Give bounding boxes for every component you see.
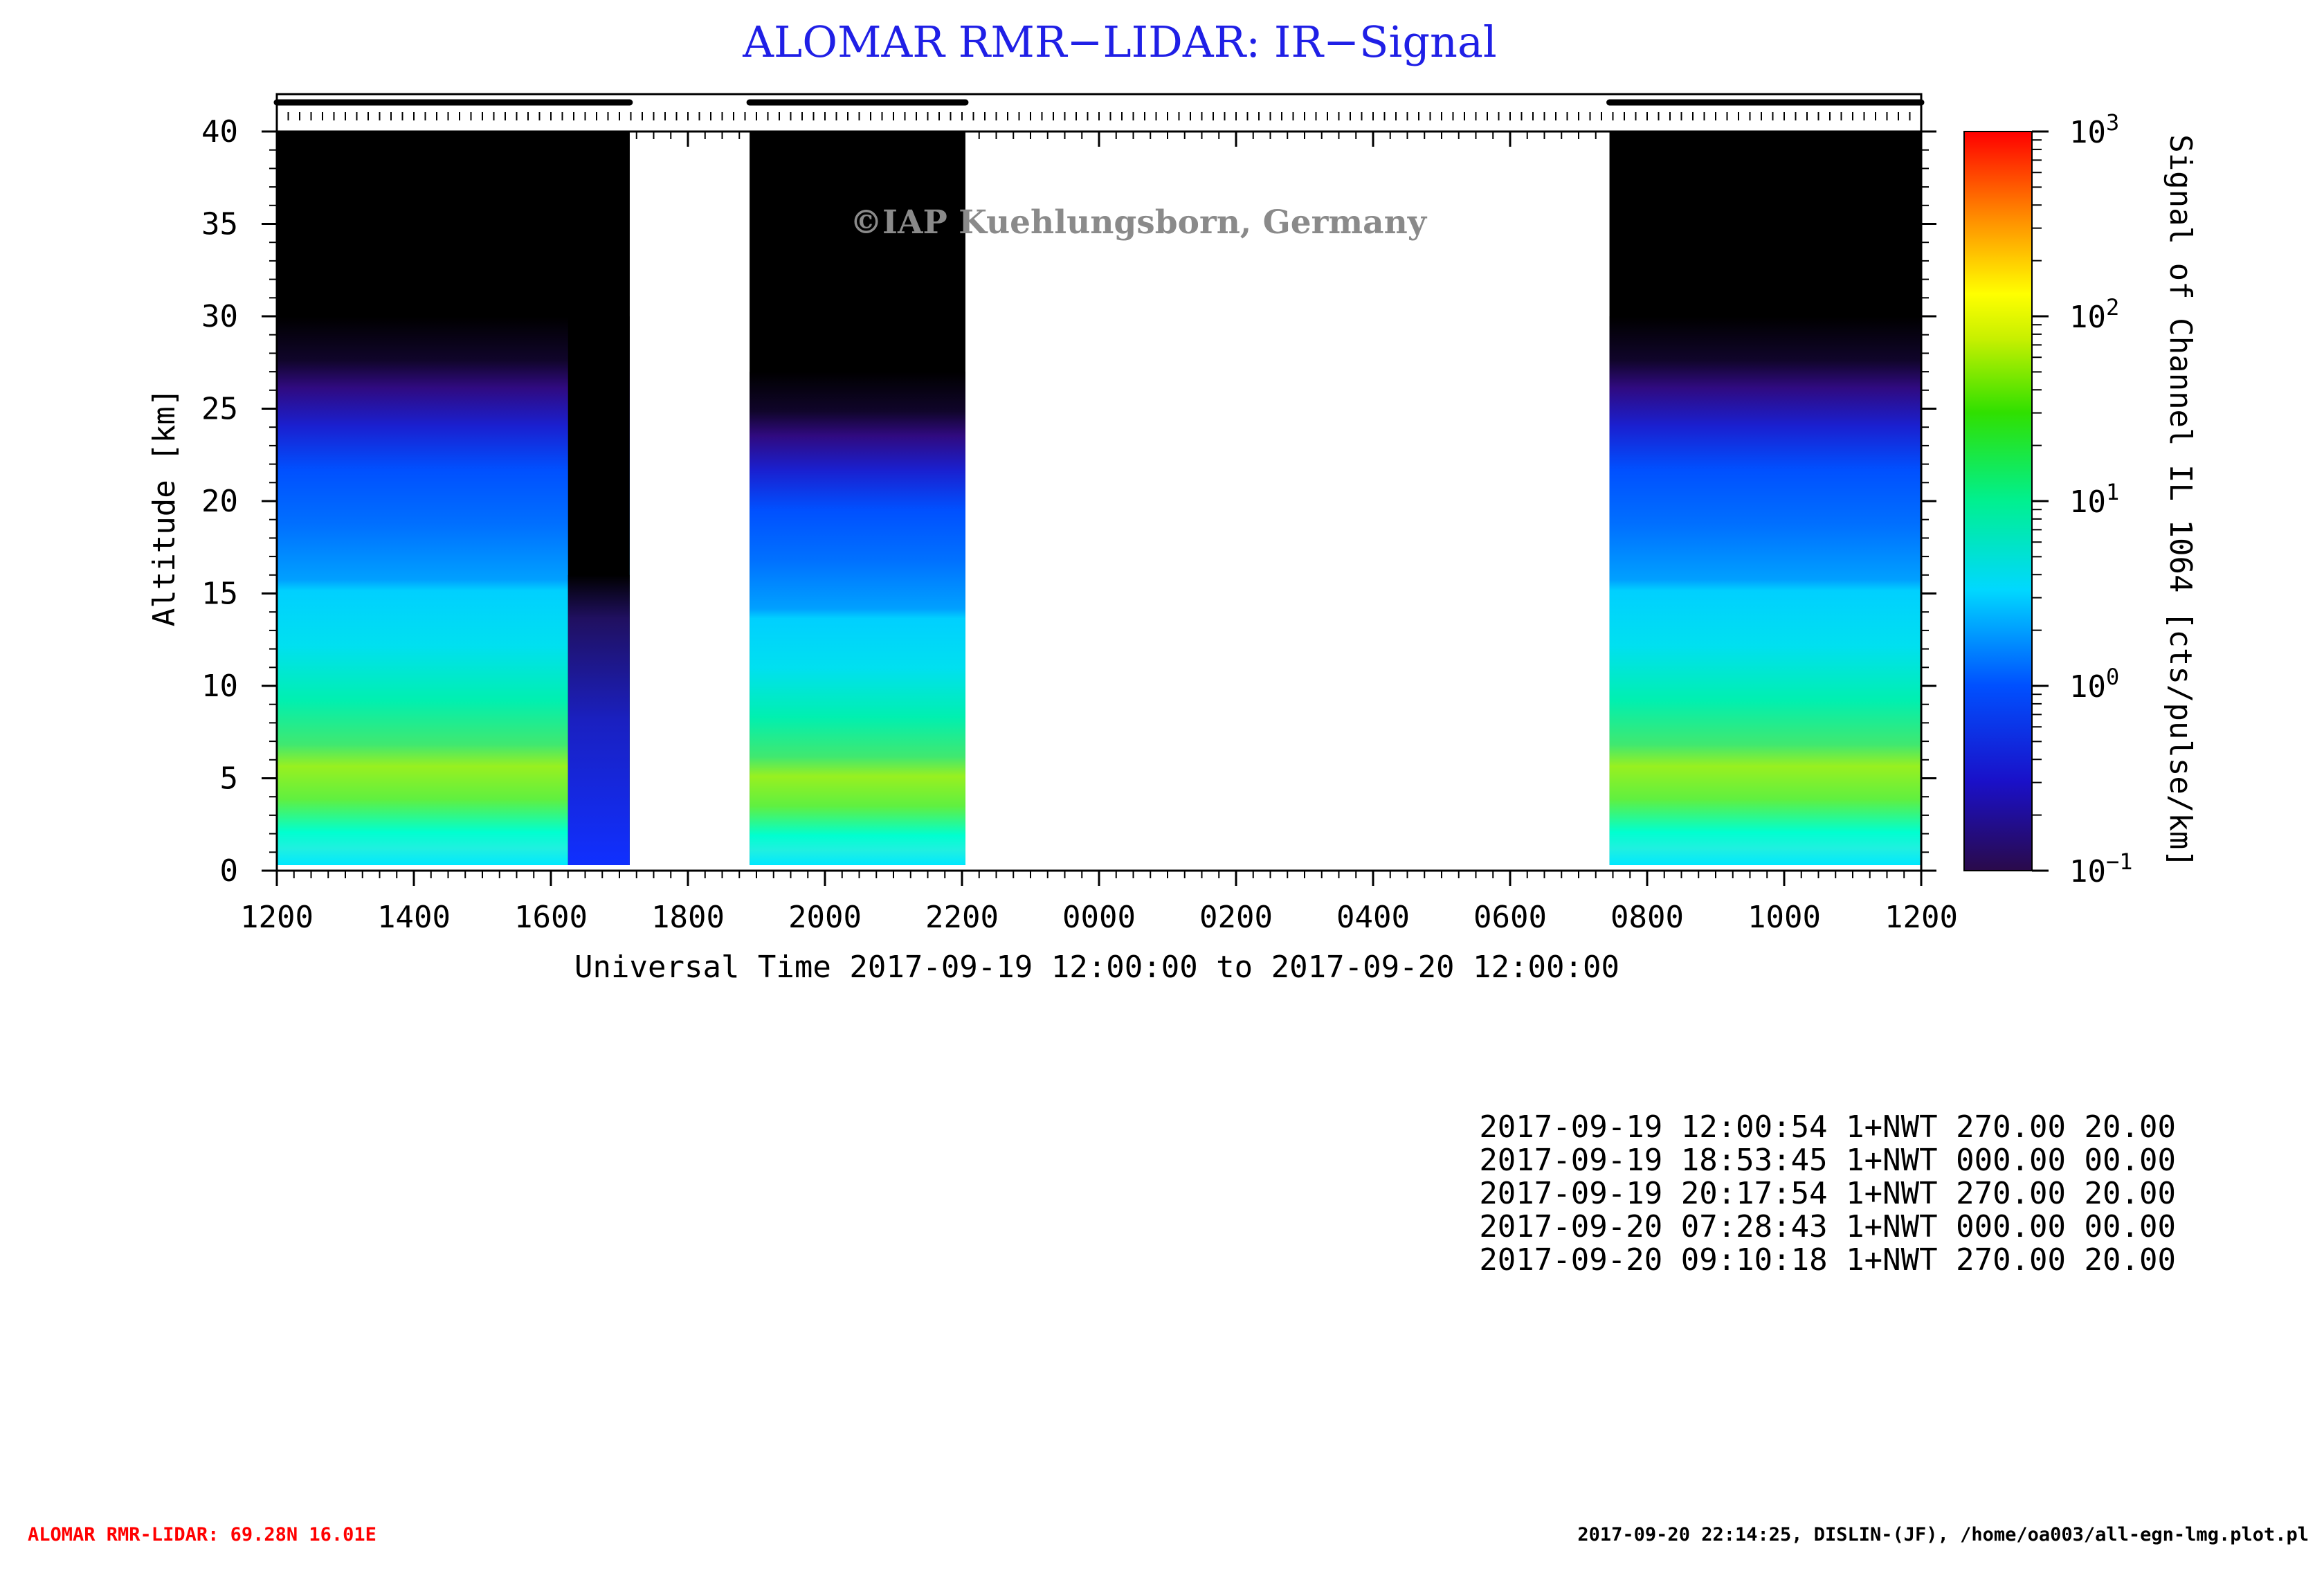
colorbar-label: Signal of Channel IL 1064 [cts/pulse/km]	[2163, 134, 2198, 868]
plot-area: 1200 1400 1600 1800 2000 2200 0000 0200 0400 0600…	[201, 93, 1958, 935]
run-log-row: 2017-09-20 07:28:43 1+NWT 000.00 00.00	[1479, 1209, 2176, 1244]
x-tick-label: 2200	[925, 900, 999, 935]
colorbar-tick-label: 101	[2069, 479, 2119, 520]
x-tick-label: 1800	[651, 900, 725, 935]
run-log-row: 2017-09-20 09:10:18 1+NWT 270.00 20.00	[1479, 1242, 2176, 1278]
y-tick-label: 25	[201, 392, 238, 427]
x-tick-label: 0400	[1336, 900, 1410, 935]
y-axis-label: Altitude [km]	[147, 388, 182, 626]
x-tick-label: 1400	[377, 900, 451, 935]
y-tick-label: 5	[220, 761, 239, 797]
footer-metadata: 2017-09-20 22:14:25, DISLIN-(JF), /home/…	[1577, 1524, 2309, 1545]
y-tick-label: 40	[201, 114, 238, 149]
run-az: 270.00	[1956, 1242, 2066, 1278]
run-zen: 00.00	[2085, 1209, 2176, 1244]
x-tick-label: 1600	[514, 900, 588, 935]
run-timestamp: 2017-09-20 07:28:43	[1479, 1209, 1827, 1244]
colorbar-tick-label: 103	[2069, 109, 2119, 150]
run-zen: 00.00	[2085, 1143, 2176, 1178]
colorbar-tick-exp: −1	[2106, 849, 2133, 875]
colorbar-tick-exp: 2	[2106, 294, 2119, 320]
y-tick-label: 20	[201, 484, 238, 519]
colorbar-tick-base: 10	[2069, 669, 2106, 705]
x-tick-label: 0200	[1199, 900, 1273, 935]
colorbar	[1963, 131, 2033, 871]
run-zen: 20.00	[2085, 1242, 2176, 1278]
x-tick-label: 1000	[1747, 900, 1821, 935]
run-az: 000.00	[1956, 1209, 2066, 1244]
run-timestamp: 2017-09-20 09:10:18	[1479, 1242, 1827, 1278]
colorbar-tick-label: 100	[2069, 664, 2119, 705]
x-tick-label: 2000	[788, 900, 862, 935]
period-signal-2	[750, 372, 965, 865]
colorbar-tick-base: 10	[2069, 115, 2106, 150]
run-az: 270.00	[1956, 1109, 2066, 1145]
y-tick-label: 30	[201, 299, 238, 334]
run-timestamp: 2017-09-19 18:53:45	[1479, 1143, 1827, 1178]
run-log-row: 2017-09-19 20:17:54 1+NWT 270.00 20.00	[1479, 1176, 2176, 1211]
run-zen: 20.00	[2085, 1109, 2176, 1145]
y-tick-label: 10	[201, 669, 238, 704]
y-tick-label: 15	[201, 577, 238, 612]
run-log-row: 2017-09-19 18:53:45 1+NWT 000.00 00.00	[1479, 1143, 2176, 1178]
x-tick-label: 0800	[1610, 900, 1684, 935]
footer-location: ALOMAR RMR-LIDAR: 69.28N 16.01E	[28, 1524, 376, 1545]
period-signal-1	[568, 574, 630, 865]
colorbar-tick-exp: 1	[2106, 479, 2119, 505]
run-log: 2017-09-19 12:00:54 1+NWT 270.00 20.0020…	[1479, 1109, 2176, 1278]
watermark: ©IAP Kuehlungsborn, Germany	[850, 203, 1428, 242]
run-config: 1+NWT	[1846, 1176, 1937, 1211]
colorbar-tick-base: 10	[2069, 484, 2106, 520]
x-axis-label: Universal Time 2017-09-19 12:00:00 to 20…	[574, 950, 1619, 985]
colorbar-tick-label: 10−1	[2069, 849, 2133, 889]
colorbar-tick-exp: 0	[2106, 664, 2119, 690]
run-config: 1+NWT	[1846, 1209, 1937, 1244]
run-log-row: 2017-09-19 12:00:54 1+NWT 270.00 20.00	[1479, 1109, 2176, 1145]
y-tick-label: 35	[201, 207, 238, 242]
x-tick-label: 0600	[1473, 900, 1547, 935]
run-az: 000.00	[1956, 1143, 2066, 1178]
run-az: 270.00	[1956, 1176, 2066, 1211]
colorbar-tick-label: 102	[2069, 294, 2119, 335]
period-signal-3	[1609, 316, 1921, 865]
run-timestamp: 2017-09-19 20:17:54	[1479, 1176, 1827, 1211]
run-config: 1+NWT	[1846, 1109, 1937, 1145]
x-tick-label: 1200	[240, 900, 314, 935]
colorbar-tick-base: 10	[2069, 300, 2106, 335]
x-tick-label: 0000	[1062, 900, 1136, 935]
run-timestamp: 2017-09-19 12:00:54	[1479, 1109, 1827, 1145]
colorbar-tick-exp: 3	[2106, 109, 2119, 136]
run-config: 1+NWT	[1846, 1242, 1937, 1278]
x-tick-label: 1200	[1885, 900, 1958, 935]
chart-title: ALOMAR RMR−LIDAR: IR−Signal	[742, 17, 1496, 67]
y-tick-label: 0	[220, 853, 239, 889]
run-config: 1+NWT	[1846, 1143, 1937, 1178]
colorbar-tick-base: 10	[2069, 854, 2106, 889]
run-zen: 20.00	[2085, 1176, 2176, 1211]
